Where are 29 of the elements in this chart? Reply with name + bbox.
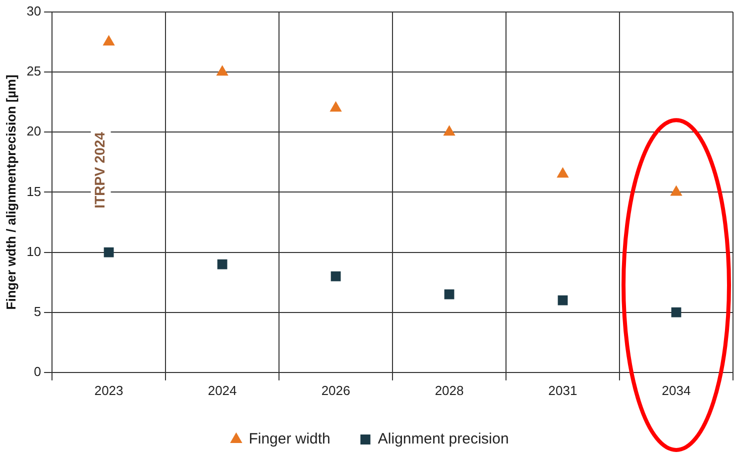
x-tick-label: 2034 (662, 382, 691, 398)
x-tick-label: 2024 (208, 382, 237, 398)
y-tick-label: 30 (26, 4, 42, 19)
legend-label: Alignment precision (378, 430, 509, 448)
y-axis-title: Finger wdth / alignmentprecision [µm] (3, 74, 18, 310)
point (330, 101, 342, 112)
point (216, 65, 228, 76)
legend-label: Finger width (248, 430, 330, 448)
y-tick-label: 0 (34, 364, 42, 379)
point (558, 295, 568, 306)
point (670, 185, 682, 196)
x-tick-label: 2028 (434, 382, 464, 398)
x-tick-label: 2031 (548, 382, 578, 398)
annotation: ITRPV 2024 (92, 132, 108, 208)
y-tick-label: 10 (26, 244, 42, 259)
y-tick-label: 20 (26, 124, 42, 139)
x-tick-label: 2026 (321, 382, 350, 398)
point (671, 307, 682, 318)
point (443, 125, 456, 136)
point (102, 35, 115, 46)
point (444, 289, 454, 300)
x-tick-label: 2023 (94, 382, 124, 398)
point (556, 167, 569, 178)
point (217, 259, 228, 270)
y-tick-label: 15 (26, 184, 42, 199)
point (330, 271, 341, 282)
y-tick-label: 25 (26, 64, 42, 79)
y-tick-label: 5 (34, 304, 42, 319)
point (104, 247, 114, 258)
